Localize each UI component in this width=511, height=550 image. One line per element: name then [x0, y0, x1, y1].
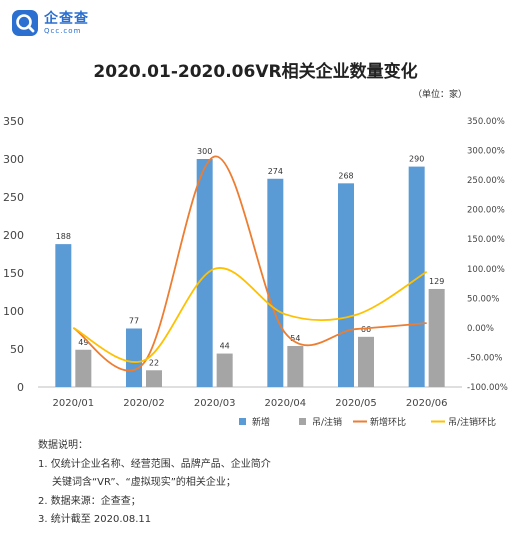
y-left-tick-label: 300 [3, 153, 24, 166]
bar [428, 288, 445, 387]
x-tick-label: 2020/01 [53, 398, 95, 409]
bar [196, 159, 213, 387]
x-tick-label: 2020/06 [406, 398, 448, 409]
y-right-tick-label: 350.00% [467, 117, 505, 127]
note-line: 3. 统计截至 2020.08.11 [38, 514, 152, 525]
brand-logo: 企查查 Qcc.com [12, 10, 89, 36]
bar-value-label: 268 [338, 171, 353, 180]
bar [358, 336, 374, 387]
bar-value-label: 300 [197, 147, 212, 156]
bar-value-label: 66 [361, 325, 371, 334]
bar-value-label: 49 [78, 338, 88, 347]
x-tick-label: 2020/04 [265, 398, 307, 409]
bar [146, 370, 162, 387]
bar [75, 349, 92, 387]
bar-value-label: 290 [409, 155, 424, 164]
note-line: 2. 数据来源：企查查； [38, 495, 141, 507]
note-line: 关键词含“VR”、“虚拟现实”的相关企业； [52, 477, 236, 488]
bar-value-label: 188 [56, 232, 71, 241]
y-left-tick-label: 0 [17, 381, 24, 394]
x-tick-label: 2020/03 [194, 398, 236, 409]
bar-value-label: 77 [129, 316, 139, 325]
y-right-tick-label: -50.00% [467, 353, 502, 363]
bar [287, 345, 304, 387]
y-right-tick-label: 100.00% [467, 265, 505, 275]
legend-label: 新增 [252, 416, 270, 428]
bar-value-label: 44 [220, 342, 230, 351]
y-left-tick-label: 50 [10, 343, 24, 356]
bar-value-label: 22 [149, 358, 159, 367]
legend-swatch [239, 418, 246, 425]
y-left-tick-label: 350 [3, 115, 24, 128]
legend-label: 新增环比 [370, 416, 406, 428]
x-tick-label: 2020/02 [123, 398, 165, 409]
bar [408, 166, 425, 387]
unit-label: （单位：家） [412, 90, 467, 100]
bar [126, 328, 142, 387]
y-right-tick-label: 250.00% [467, 176, 505, 186]
y-left-tick-label: 250 [3, 191, 24, 204]
y-right-tick-label: 0.00% [467, 324, 494, 334]
bar-value-label: 274 [268, 167, 283, 176]
combo-chart: 0 50 100 150 200 250 300 350 -100.00% -50.00% 0.00… [3, 115, 508, 428]
bar [267, 178, 284, 387]
series-line [72, 267, 428, 363]
legend-label: 吊/注销环比 [448, 416, 496, 428]
logo-icon [12, 10, 38, 36]
y-right-tick-label: 50.00% [467, 294, 499, 304]
bar-value-label: 54 [290, 334, 300, 343]
brand-name: 企查查 [44, 10, 89, 27]
y-right-tick-label: -100.00% [467, 383, 508, 393]
y-right-tick-label: 200.00% [467, 206, 505, 216]
brand-sub: Qcc.com [44, 26, 82, 35]
chart-title: 2020.01-2020.06VR相关企业数量变化 [93, 62, 418, 82]
bar [55, 244, 72, 387]
notes-heading: 数据说明： [38, 440, 88, 451]
series-line [72, 155, 427, 372]
x-tick-label: 2020/05 [335, 398, 377, 409]
y-left-tick-label: 200 [3, 229, 24, 242]
y-left-tick-label: 150 [3, 267, 24, 280]
y-left-tick-label: 100 [3, 305, 24, 318]
y-right-tick-label: 300.00% [467, 147, 505, 157]
bar [216, 353, 233, 387]
y-right-tick-label: 150.00% [467, 235, 505, 245]
legend-label: 吊/注销 [312, 416, 342, 428]
bar-value-label: 129 [429, 277, 444, 286]
bar [338, 183, 354, 387]
legend-swatch [299, 418, 306, 425]
notes-block: 数据说明： 1. 仅统计企业名称、经营范围、品牌产品、企业简介 关键词含“VR”… [38, 437, 271, 530]
note-line: 1. 仅统计企业名称、经营范围、品牌产品、企业简介 [38, 458, 271, 470]
